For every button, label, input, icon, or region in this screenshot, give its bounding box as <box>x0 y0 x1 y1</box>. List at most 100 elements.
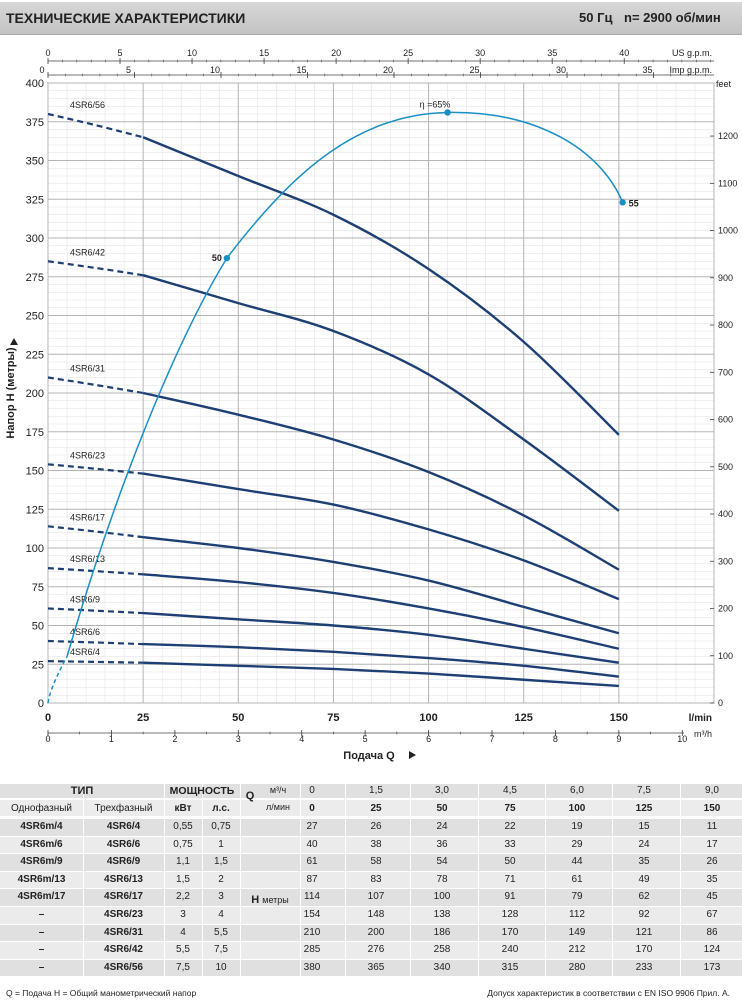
table-row-single: – <box>38 926 45 938</box>
efficiency-label-50: 50 <box>212 253 222 263</box>
usgpm-tick-label: 35 <box>547 48 557 58</box>
y-tick-label: 300 <box>26 233 44 245</box>
table-row-three: 4SR6/9 <box>106 856 141 868</box>
efficiency-point <box>444 109 451 116</box>
table-row-hp: 0,75 <box>211 821 231 832</box>
curve-dashed-4SR6-42 <box>47 260 144 277</box>
feet-tick-label: 1100 <box>718 178 737 188</box>
y-tick-label: 400 <box>26 78 44 90</box>
table-col-divider <box>410 784 411 980</box>
table-row-h-value: 138 <box>433 909 451 920</box>
table-row-h-value: 67 <box>706 909 718 920</box>
table-row-h-value: 26 <box>370 821 382 832</box>
table-row-h-value: 121 <box>635 926 653 938</box>
table-col-divider <box>83 784 84 980</box>
usgpm-tick-label: 25 <box>403 48 413 58</box>
feet-tick-label: 1000 <box>718 226 738 236</box>
x-tick-label: 125 <box>515 712 533 724</box>
x-axis-title: Подача Q <box>343 750 395 762</box>
efficiency-curve-dashed <box>47 656 68 704</box>
x-tick-label: 50 <box>232 712 244 724</box>
table-row-h-value: 276 <box>367 944 385 956</box>
header-bar <box>0 2 742 35</box>
m3h-tick-label: 10 <box>677 734 687 744</box>
table-row-three: 4SR6/6 <box>106 838 141 850</box>
curve-4SR6-23 <box>142 472 620 601</box>
y-tick-label: 0 <box>38 698 44 710</box>
y-tick-label: 25 <box>32 659 44 671</box>
table-row-hp: 10 <box>215 961 227 973</box>
table-row-three: 4SR6/17 <box>104 891 143 903</box>
x-unit-label: l/min <box>689 713 712 724</box>
table-row-h-value: 35 <box>706 873 718 885</box>
table-col-divider <box>240 784 241 980</box>
table-q-m3-value: 1,5 <box>369 785 383 796</box>
speed-label: n= 2900 об/мин <box>624 10 721 25</box>
table-row-h-value: 107 <box>367 891 385 903</box>
curve-4SR6-31 <box>142 391 620 571</box>
curve-label-4SR6-13: 4SR6/13 <box>70 554 105 564</box>
feet-tick-label: 100 <box>718 651 733 661</box>
table-q-lmin-value: 25 <box>370 803 382 814</box>
efficiency-curve <box>66 111 624 657</box>
table-row-h-value: 212 <box>568 944 586 956</box>
table-row-h-value: 79 <box>571 891 583 903</box>
table-row-hp: 3 <box>218 891 224 903</box>
table-row-h-value: 49 <box>638 873 650 885</box>
table-row-band <box>0 819 742 836</box>
table-q-m3-value: 3,0 <box>435 785 449 796</box>
table-q-lmin-value: 100 <box>568 803 586 814</box>
table-row-kw: 5,5 <box>176 944 190 956</box>
table-q-lmin-value: 150 <box>703 803 721 814</box>
y-tick-label: 225 <box>26 349 44 361</box>
feet-tick-label: 900 <box>718 273 733 283</box>
table-row-h-value: 24 <box>638 838 650 850</box>
y-tick-label: 275 <box>26 272 44 284</box>
table-row-h-value: 173 <box>703 961 721 973</box>
table-row-h-value: 240 <box>501 944 519 956</box>
table-row-h-value: 83 <box>370 873 382 885</box>
table-row-kw: 7,5 <box>176 961 190 973</box>
table-row-h-value: 365 <box>367 961 385 973</box>
curve-4SR6-17 <box>143 535 620 635</box>
table-col-divider <box>345 784 346 980</box>
curve-dashed-4SR6-4 <box>47 660 144 664</box>
efficiency-point <box>223 254 231 262</box>
table-header-power: МОЩНОСТЬ <box>169 785 235 797</box>
table-row-single: – <box>38 909 45 920</box>
table-row-h-value: 148 <box>367 909 385 920</box>
table-row-three: 4SR6/13 <box>104 873 143 885</box>
table-row-kw: 2,2 <box>176 891 190 903</box>
y-tick-label: 350 <box>26 156 44 168</box>
table-row-kw: 4 <box>180 926 186 938</box>
curve-dashed-4SR6-9 <box>47 607 144 615</box>
table-row-h-value: 33 <box>504 838 516 850</box>
table-row-single: 4SR6m/9 <box>20 856 63 868</box>
usgpm-unit-label: US g.p.m. <box>672 48 712 58</box>
table-row-h-value: 100 <box>433 891 451 903</box>
table-header-q: Q <box>245 790 255 802</box>
table-row-h-value: 71 <box>504 873 516 885</box>
impgpm-tick-label: 30 <box>556 65 566 75</box>
m3h-tick-label: 6 <box>426 734 431 744</box>
table-row-h-value: 149 <box>568 926 586 938</box>
table-col-divider <box>545 784 546 980</box>
table-row-h-value: 22 <box>504 821 516 832</box>
table-row-h-value: 29 <box>571 838 583 850</box>
usgpm-tick-label: 0 <box>45 48 50 58</box>
table-row-h-value: 17 <box>706 838 718 850</box>
feet-tick-label: 400 <box>718 509 733 519</box>
impgpm-tick-label: 25 <box>470 65 480 75</box>
curve-dashed-4SR6-6 <box>47 639 144 646</box>
impgpm-tick-label: 20 <box>383 65 393 75</box>
usgpm-tick-label: 15 <box>259 48 269 58</box>
table-row-h-value: 27 <box>306 821 318 832</box>
curve-4SR6-9 <box>143 611 620 664</box>
table-header-single-phase: Однофазный <box>10 803 73 814</box>
table-header-three-phase: Трехфазный <box>94 803 153 814</box>
impgpm-tick-label: 5 <box>126 65 131 75</box>
y-tick-label: 125 <box>26 504 44 516</box>
y-axis-title: Напор Н (метры) <box>5 347 17 438</box>
curve-label-4SR6-31: 4SR6/31 <box>70 364 105 374</box>
